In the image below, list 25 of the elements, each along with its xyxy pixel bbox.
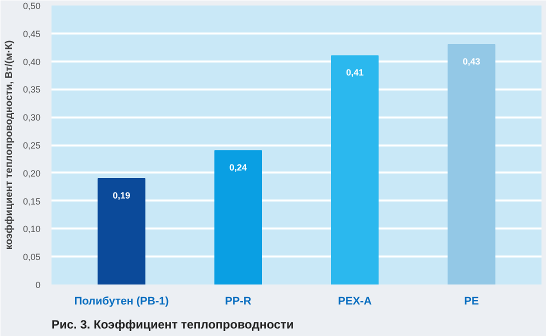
y-axis-title: коэффициент теплопроводности, Вт/(м·К) xyxy=(4,40,15,250)
bar xyxy=(98,178,146,284)
x-tick-label: PE xyxy=(464,296,479,308)
x-tick-label: PEX-A xyxy=(338,296,372,308)
data-label: 0,19 xyxy=(112,190,130,200)
y-tick-label: 0,35 xyxy=(22,84,41,95)
bar xyxy=(214,150,262,284)
y-tick-label: 0,15 xyxy=(22,196,41,206)
y-tick-label: 0,40 xyxy=(22,56,41,67)
bar xyxy=(448,44,496,284)
y-tick-label: 0,20 xyxy=(22,168,41,178)
y-tick-label: 0 xyxy=(35,280,41,290)
y-tick-label: 0,50 xyxy=(22,1,41,11)
text: Рис. 3. Коэффициент теплопроводности xyxy=(52,318,294,332)
x-tick-label: PP-R xyxy=(225,296,252,308)
y-tick-label: 0,45 xyxy=(22,28,41,39)
data-label: 0,41 xyxy=(346,68,364,78)
y-tick-label: 0,05 xyxy=(22,252,41,262)
y-tick-label: 0,30 xyxy=(22,112,41,123)
data-label: 0,43 xyxy=(462,56,480,67)
bar xyxy=(331,55,379,284)
y-tick-label: 0,25 xyxy=(22,140,41,150)
x-tick-label: Полибутен (PB-1) xyxy=(74,296,170,308)
y-tick-label: 0,10 xyxy=(22,224,41,234)
data-label: 0,24 xyxy=(229,162,247,173)
